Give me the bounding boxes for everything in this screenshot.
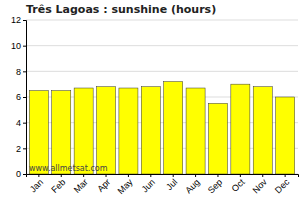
bar [29,91,48,174]
x-axis: JanFeb Mar AprMay Jun Jul Aug Sep OctNovDec [27,174,299,196]
tick-label: 6 [16,92,21,102]
tick-label: Nov [251,177,270,196]
tick-label: Dec [273,177,292,196]
tick-label: Oct [230,177,247,194]
tick-mark [128,174,129,177]
bar [141,87,160,174]
bar [208,103,227,174]
tick-label: Mar [72,177,90,195]
tick-mark [217,174,218,177]
tick-mark [61,174,62,177]
grid [26,20,298,174]
tick: Feb [49,174,67,195]
tick-mark [23,97,26,98]
bar [74,88,93,174]
tick: Sep [206,174,224,195]
tick: 4 [16,118,26,128]
tick-label: Jun [140,177,157,194]
tick-mark [38,174,39,177]
bars [29,82,294,174]
tick-label: Aug [183,177,201,195]
bar [231,84,250,174]
chart: 0 2 4 6 8 10 12 JanFeb Mar AprMay Jun Jul Aug Sep OctN… [0,0,306,200]
tick-label: Sep [206,177,224,195]
tick-label: May [116,177,135,196]
tick-mark [240,174,241,177]
tick: 6 [16,92,26,102]
tick-mark [83,174,84,177]
bar [186,88,205,174]
tick-label: 2 [16,144,21,154]
tick: Mar [72,174,90,195]
tick-mark [23,46,26,47]
tick: Jan [28,174,45,194]
tick-mark [106,174,107,177]
tick: May [116,174,135,196]
tick-label: Jan [28,177,45,194]
title: Três Lagoas : sunshine (hours) [26,3,216,16]
tick: Nov [251,174,270,195]
tick: Aug [183,174,201,195]
tick-label: 10 [11,41,21,51]
y-axis: 0 2 4 6 8 10 12 [11,15,27,179]
tick-label: 0 [16,169,21,179]
bar [253,87,272,174]
tick: Jun [140,174,157,194]
bar [119,88,138,174]
bar [164,82,183,174]
tick-mark [23,71,26,72]
tick-mark [23,148,26,149]
tick-mark [23,123,26,124]
tick-mark [262,174,263,177]
tick: Jul [164,174,179,192]
tick-label: Apr [95,177,112,194]
tick: 10 [11,41,26,51]
tick: 0 [16,169,26,179]
bar [52,91,71,174]
axis-line [23,21,27,175]
tick-mark [285,174,286,177]
tick: 8 [16,67,26,77]
tick-label: 4 [16,118,21,128]
grid-line [26,20,298,21]
axis-line [27,175,299,178]
annotation: www.allmetsat.com [29,164,108,173]
tick-mark [150,174,151,177]
plot: 0 2 4 6 8 10 12 JanFeb Mar AprMay Jun Jul Aug Sep OctN… [11,15,299,196]
tick: 2 [16,144,26,154]
tick: Apr [95,174,112,194]
tick-mark [23,174,26,175]
bar [97,87,116,174]
grid-line [26,45,298,46]
tick-label: 12 [11,15,21,25]
tick: Oct [230,174,247,194]
tick-mark [173,174,174,177]
bar [276,97,295,174]
tick-label: Feb [49,177,67,195]
tick-label: 8 [16,67,21,77]
tick-mark [23,20,26,21]
tick: Dec [273,174,292,195]
tick-label: Jul [164,177,179,192]
grid-line [26,71,298,72]
tick: 12 [11,15,26,25]
tick-mark [195,174,196,177]
